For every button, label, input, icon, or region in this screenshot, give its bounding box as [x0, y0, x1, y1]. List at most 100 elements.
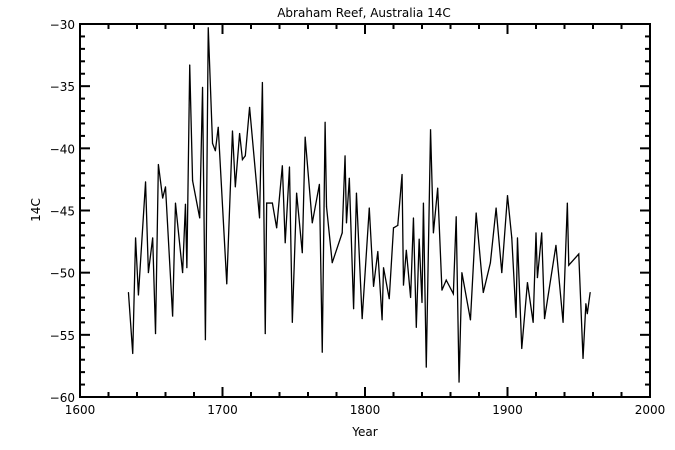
- plot-frame: [79, 23, 651, 398]
- data-point: [271, 202, 273, 204]
- data-point: [392, 227, 395, 229]
- data-point: [586, 313, 588, 315]
- data-point: [186, 267, 188, 269]
- y-axis-label: 14C: [29, 198, 43, 222]
- x-tick-label: 1700: [207, 403, 238, 417]
- data-point: [189, 64, 191, 66]
- data-point: [264, 332, 266, 335]
- data-point: [377, 250, 379, 253]
- data-point: [341, 232, 343, 234]
- data-point: [127, 291, 130, 294]
- data-point: [174, 202, 177, 204]
- data-point: [288, 166, 291, 168]
- x-tick-label: 1900: [492, 403, 523, 417]
- data-point: [164, 186, 167, 188]
- data-point: [134, 237, 137, 239]
- data-point: [258, 217, 261, 219]
- data-point: [425, 366, 427, 368]
- data-point: [191, 180, 194, 182]
- data-point: [585, 303, 587, 305]
- data-point: [266, 202, 268, 204]
- data-point: [204, 339, 206, 341]
- data-point: [276, 227, 278, 229]
- data-point: [324, 121, 326, 123]
- data-point: [388, 298, 390, 300]
- data-point: [217, 126, 219, 128]
- data-point: [506, 194, 509, 197]
- data-point: [418, 238, 420, 240]
- data-point: [511, 237, 513, 239]
- data-point: [521, 347, 523, 350]
- data-point: [410, 296, 412, 299]
- data-point: [144, 181, 147, 183]
- data-point: [543, 318, 546, 320]
- y-tick-label: −40: [50, 142, 75, 156]
- data-point: [325, 206, 328, 208]
- data-point: [211, 142, 214, 144]
- data-point: [355, 192, 358, 194]
- data-point: [432, 232, 434, 234]
- data-point: [589, 291, 591, 294]
- data-point: [372, 285, 375, 287]
- data-point: [226, 283, 228, 285]
- data-point: [582, 357, 584, 360]
- data-point: [535, 232, 537, 234]
- data-point: [201, 86, 204, 89]
- data-point: [495, 207, 497, 209]
- data-point: [244, 155, 246, 157]
- data-point: [401, 173, 403, 176]
- data-point: [207, 27, 209, 29]
- data-point: [368, 207, 370, 209]
- data-point: [321, 351, 323, 353]
- data-point: [397, 224, 399, 227]
- data-point: [501, 272, 503, 274]
- y-tick-label: −30: [50, 18, 75, 32]
- data-point: [441, 289, 443, 291]
- data-point: [311, 222, 313, 224]
- data-point: [475, 212, 477, 214]
- data-point: [157, 163, 159, 166]
- data-point: [412, 217, 415, 219]
- data-point: [154, 332, 157, 335]
- data-point: [515, 316, 517, 319]
- data-point: [555, 244, 557, 246]
- data-point: [281, 165, 283, 167]
- data-point: [536, 277, 539, 279]
- y-tick-label: −45: [50, 205, 75, 219]
- data-point: [241, 158, 244, 161]
- axis-ticks: 1600 1700 1800 1900 2000 −60 −55 −50 −45 −40 −35 −3…: [50, 18, 666, 417]
- data-point: [578, 253, 580, 255]
- data-point: [452, 293, 454, 295]
- data-point: [291, 321, 293, 323]
- y-tick-label: −35: [50, 80, 75, 94]
- data-point: [172, 315, 174, 317]
- series-line: [127, 27, 591, 383]
- data-point: [147, 272, 149, 274]
- data-point: [344, 155, 346, 157]
- data-point: [231, 130, 234, 132]
- data-point: [422, 202, 425, 204]
- y-tick-label: −60: [50, 391, 75, 405]
- x-tick-label: 1800: [350, 403, 381, 417]
- data-point: [162, 197, 164, 199]
- data-point: [532, 321, 534, 323]
- data-point: [516, 237, 519, 239]
- x-tick-label: 2000: [635, 403, 666, 417]
- data-point: [526, 282, 529, 284]
- data-point: [248, 106, 251, 108]
- data-point: [331, 262, 333, 264]
- data-point: [469, 319, 472, 321]
- x-axis-label: Year: [351, 425, 377, 439]
- data-point: [318, 183, 320, 185]
- x-tick-label: 1600: [65, 403, 96, 417]
- data-point: [455, 216, 457, 218]
- data-point: [304, 136, 306, 138]
- data-point: [345, 222, 348, 224]
- data-point: [381, 319, 383, 321]
- data-point: [348, 177, 350, 179]
- data-point: [137, 294, 140, 296]
- chart-title: Abraham Reef, Australia 14C: [277, 6, 451, 20]
- data-point: [361, 318, 363, 320]
- data-point: [353, 308, 355, 310]
